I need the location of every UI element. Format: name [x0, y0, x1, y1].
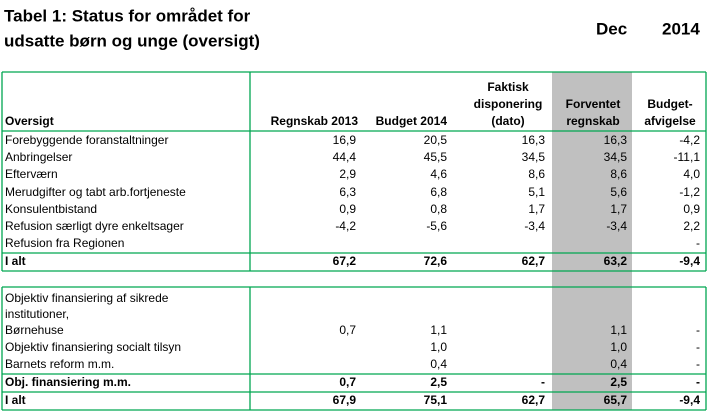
cell-value: 20,5 [424, 133, 448, 147]
row-label: Konsulentbistand [5, 202, 97, 216]
cell-value: 5,1 [528, 185, 545, 199]
cell-value: 75,1 [424, 393, 448, 407]
cell-value: 62,7 [522, 254, 546, 268]
cell-value: 1,7 [528, 202, 545, 216]
cell-value: 8,6 [528, 167, 545, 181]
cell-value: - [696, 357, 700, 371]
cell-value: 2,5 [610, 375, 627, 389]
cell-value: -5,6 [426, 219, 447, 233]
cell-value: 1,1 [610, 323, 627, 337]
column-header: afvigelse [644, 114, 696, 128]
cell-value: -9,4 [679, 254, 700, 268]
cell-value: 1,1 [430, 323, 447, 337]
cell-value: 16,3 [604, 133, 628, 147]
column-header: Oversigt [5, 114, 54, 128]
cell-value: - [696, 236, 700, 250]
cell-value: 2,9 [339, 167, 356, 181]
row-label: Obj. finansiering m.m. [5, 375, 131, 389]
row-label: Børnehuse [5, 323, 64, 337]
column-header: disponering [474, 97, 543, 111]
rules [1, 71, 707, 411]
column-header: Budget 2014 [376, 114, 448, 128]
row-label: Refusion fra Regionen [5, 236, 124, 250]
cell-value: 8,6 [610, 167, 627, 181]
cell-value: 0,7 [339, 323, 356, 337]
cell-value: 6,3 [339, 185, 356, 199]
column-header: Forventet [566, 97, 621, 111]
cell-value: 0,8 [430, 202, 447, 216]
cell-value: 16,9 [333, 133, 357, 147]
row-label: I alt [5, 393, 26, 407]
cell-value: 44,4 [333, 150, 357, 164]
cell-value: - [696, 340, 700, 354]
cell-value: 0,9 [339, 202, 356, 216]
cell-value: 6,8 [430, 185, 447, 199]
cell-value: 4,0 [683, 167, 700, 181]
cell-value: -3,4 [524, 219, 545, 233]
cell-value: -1,2 [679, 185, 700, 199]
cell-value: - [541, 375, 545, 389]
row-label: Forebyggende foranstaltninger [5, 133, 168, 147]
row-label: Refusion særligt dyre enkeltsager [5, 219, 184, 233]
cell-value: 34,5 [522, 150, 546, 164]
cell-value: 5,6 [610, 185, 627, 199]
cell-value: -4,2 [335, 219, 356, 233]
row-label: I alt [5, 254, 26, 268]
cell-value: - [696, 323, 700, 337]
column-header: Regnskab 2013 [271, 114, 359, 128]
cell-value: 0,7 [339, 375, 356, 389]
row-label: Anbringelser [5, 150, 72, 164]
row-label: Barnets reform m.m. [5, 357, 114, 371]
cell-value: - [696, 375, 700, 389]
cell-value: -11,1 [674, 150, 701, 164]
title-line: udsatte børn og unge (oversigt) [4, 31, 260, 50]
column-header: regnskab [566, 114, 619, 128]
month: Dec [596, 19, 627, 38]
cell-value: -9,4 [679, 393, 700, 407]
row-label: Efterværn [5, 167, 58, 181]
cell-value: 0,4 [430, 357, 447, 371]
cell-value: 2,2 [683, 219, 700, 233]
cell-value: 45,5 [424, 150, 448, 164]
cell-value: 16,3 [522, 133, 546, 147]
cell-value: 0,9 [683, 202, 700, 216]
cell-value: 67,2 [333, 254, 357, 268]
title-line: Tabel 1: Status for området for [4, 6, 251, 25]
cell-value: -3,4 [606, 219, 627, 233]
cell-value: 2,5 [430, 375, 447, 389]
row-label: Objektiv finansiering socialt tilsyn [5, 340, 181, 354]
highlight-column [552, 72, 632, 410]
cell-value: 1,0 [610, 340, 627, 354]
row-label: Merudgifter og tabt arb.fortjeneste [5, 185, 186, 199]
cell-value: -4,2 [679, 133, 700, 147]
column-header: Budget- [647, 97, 692, 111]
row-label: Objektiv finansiering af sikrede [5, 291, 169, 305]
row-label: institutioner, [5, 307, 69, 321]
cell-value: 0,4 [610, 357, 627, 371]
cell-value: 4,6 [430, 167, 447, 181]
cell-value: 1,0 [430, 340, 447, 354]
year: 2014 [662, 19, 700, 38]
cell-value: 72,6 [424, 254, 448, 268]
cell-value: 63,2 [604, 254, 628, 268]
cell-value: 34,5 [604, 150, 628, 164]
column-header: (dato) [491, 114, 524, 128]
cell-value: 65,7 [604, 393, 628, 407]
column-header: Faktisk [487, 80, 529, 94]
cell-value: 67,9 [333, 393, 357, 407]
cell-value: 1,7 [610, 202, 627, 216]
cell-value: 62,7 [522, 393, 546, 407]
